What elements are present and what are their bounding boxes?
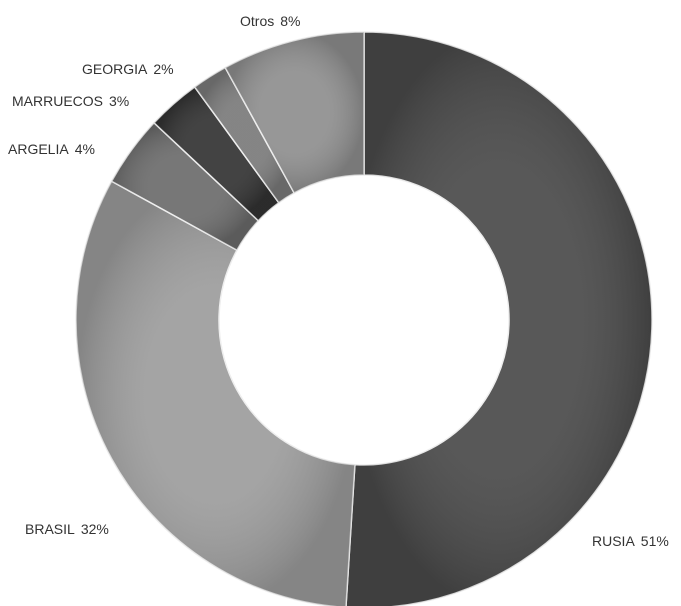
category-label: BRASIL: [25, 521, 75, 537]
donut-slice: [75, 180, 356, 606]
value-label: 4%: [75, 141, 95, 157]
slice-label: BRASIL 32%: [25, 521, 109, 537]
value-label: 2%: [153, 61, 173, 77]
category-label: ARGELIA: [8, 141, 69, 157]
value-label: 32%: [81, 521, 109, 537]
slice-label: MARRUECOS 3%: [12, 93, 129, 109]
value-label: 8%: [280, 13, 300, 29]
slice-label: ARGELIA 4%: [8, 141, 95, 157]
donut-slice: [345, 31, 653, 606]
slice-label: GEORGIA 2%: [82, 61, 174, 77]
value-label: 51%: [641, 533, 669, 549]
category-label: RUSIA: [592, 533, 635, 549]
category-label: MARRUECOS: [12, 93, 103, 109]
slice-label: RUSIA 51%: [592, 533, 669, 549]
category-label: GEORGIA: [82, 61, 148, 77]
slice-label: Otros 8%: [240, 13, 300, 29]
category-label: Otros: [240, 13, 274, 29]
value-label: 3%: [109, 93, 129, 109]
